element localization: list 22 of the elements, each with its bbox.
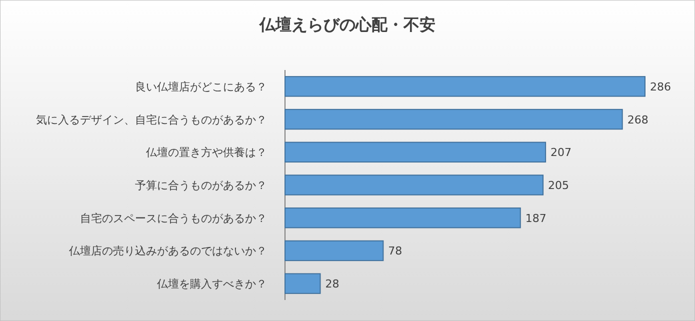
data-label: 28 [325,278,340,291]
data-label: 187 [525,212,546,225]
data-label: 268 [627,113,648,126]
y-tick-label: 仏壇の置き方や供養は？ [145,146,267,160]
y-tick-label: 自宅のスペースに合うものがあるか？ [80,212,267,225]
data-label: 205 [548,179,570,192]
bar [284,208,521,228]
y-tick-label: 予算に合うものがあるか？ [135,179,267,192]
data-label: 78 [388,244,402,258]
y-tick-label: 仏壇を購入すべきか？ [156,278,267,291]
bar [284,142,546,162]
bar [284,240,384,262]
data-label: 286 [650,80,671,94]
y-tick-label: 良い仏壇店がどこにある？ [135,80,267,94]
bar [284,108,623,130]
bar [284,76,646,97]
data-label: 207 [550,146,572,160]
y-tick-label: 気に入るデザイン、自宅に合うものがあるか？ [36,113,267,126]
y-tick-label: 仏壇店の売り込みがあるのではないか？ [68,244,267,258]
bar [284,273,321,294]
bar [284,174,544,196]
chart-title: 仏壇えらびの心配・不安 [258,15,436,34]
